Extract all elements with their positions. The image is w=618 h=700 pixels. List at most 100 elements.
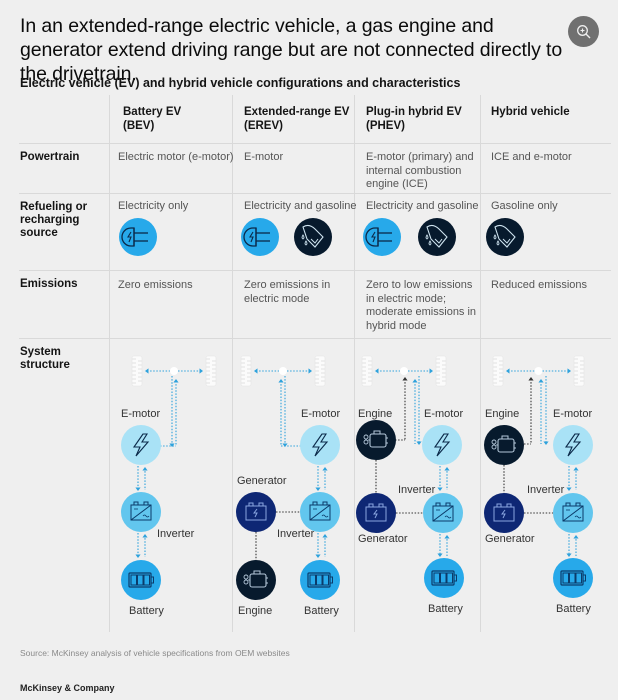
column-divider [354,95,355,632]
column-header-hybrid: Hybrid vehicle [491,105,570,119]
cell-emissions-hybrid: Reduced emissions [491,279,587,293]
arrow-head [566,553,572,557]
cell-line: internal combustion [366,164,462,177]
row-label-line: Refueling or [20,201,88,213]
brand-logo-text: McKinsey & Company [20,683,115,693]
arrow-head [437,553,443,557]
arrow-head [322,467,328,471]
engine-icon [356,420,396,460]
arrow-head [402,377,408,381]
fuel-nozzle-icon [294,218,332,256]
wheel-icon [205,355,217,387]
row-divider [19,338,611,339]
cell-emissions-erev: Zero emissions in electric mode [244,279,330,306]
cell-line: hybrid mode [366,319,427,332]
arrow-head [308,368,312,374]
wheel-icon [131,355,143,387]
cell-line: engine (ICE) [366,178,428,190]
battery-icon [121,560,161,600]
fuel-nozzle-icon [418,218,456,256]
arrow-head [315,487,321,491]
cell-line: electric mode [244,292,310,305]
row-label-system-structure: System structure [20,346,70,372]
cell-line: moderate emissions in [366,306,477,318]
label-battery: Battery [428,603,463,615]
emotor-icon [422,425,462,465]
arrow-head [573,535,579,539]
label-battery: Battery [129,605,164,617]
column-divider [480,95,481,632]
inverter-icon [553,493,593,533]
column-header-bev: Battery EV (BEV) [123,105,181,133]
label-inverter: Inverter [398,484,436,496]
cell-powertrain-erev: E-motor [244,151,283,165]
engine-icon [484,425,524,465]
label-generator: Generator [358,533,408,545]
emotor-icon [553,425,593,465]
wheel-icon [492,355,504,387]
generator-icon [236,492,276,532]
label-engine: Engine [358,408,393,420]
cell-line: E-motor (primary) and [366,151,474,163]
arrow-head [145,368,149,374]
arrow-head [135,487,141,491]
arrow-head [278,379,284,383]
row-label-line: System [20,346,61,358]
cell-line: ICE and e-motor [491,151,572,163]
column-header-line: Extended-range EV [244,106,350,118]
wheel-icon [573,355,585,387]
cell-emissions-phev: Zero to low emissions in electric mode; … [366,279,476,333]
arrow-head [506,368,510,374]
cell-refueling-erev: Electricity and gasoline [244,200,357,212]
arrow-head [254,368,258,374]
arrow-head [169,443,175,447]
arrow-head [142,534,148,538]
row-label-line: source [20,227,58,239]
row-label-refueling: Refueling or recharging source [20,201,87,240]
electric-plug-icon [119,218,157,256]
label-emotor: E-motor [553,408,593,420]
source-note: Source: McKinsey analysis of vehicle spe… [20,648,290,658]
label-engine: Engine [238,605,273,617]
arrow-head [416,441,422,445]
label-emotor: E-motor [121,408,161,420]
electric-plug-icon [363,218,401,256]
label-generator: Generator [237,475,287,487]
inverter-icon [121,492,161,532]
arrow-head [375,368,379,374]
emotor-icon [121,425,161,465]
arrow-head [429,368,433,374]
row-divider [19,193,611,194]
label-emotor: E-motor [424,408,464,420]
arrow-head [444,467,450,471]
arrow-head [173,379,179,383]
label-generator: Generator [485,533,535,545]
wheel-icon [240,355,252,387]
column-header-line: (PHEV) [366,120,405,132]
cell-line: Electric motor (e-motor) [118,151,234,163]
cell-line: Zero emissions in [244,279,331,291]
cell-line: E-motor [244,151,284,163]
cell-emissions-bev: Zero emissions [118,279,193,293]
wheel-icon [361,355,373,387]
column-header-line: Plug-in hybrid EV [366,106,462,118]
arrow-head [543,441,549,445]
cell-line: Reduced emissions [491,279,587,291]
cell-line: Zero emissions [118,279,193,291]
column-divider [109,95,110,632]
cell-powertrain-bev: Electric motor (e-motor) [118,151,234,165]
differential-node [400,367,408,375]
row-divider [19,143,611,144]
arrow-head [437,487,443,491]
label-inverter: Inverter [277,528,315,540]
arrow-head [282,443,288,447]
wheel-icon [314,355,326,387]
cell-line: Zero to low emissions [366,279,473,291]
column-header-line: (EREV) [244,120,283,132]
generator-icon [356,493,396,533]
zoom-button[interactable] [568,16,599,47]
column-divider [232,95,233,632]
column-header-erev: Extended-range EV (EREV) [244,105,349,133]
zoom-in-icon [576,24,590,38]
